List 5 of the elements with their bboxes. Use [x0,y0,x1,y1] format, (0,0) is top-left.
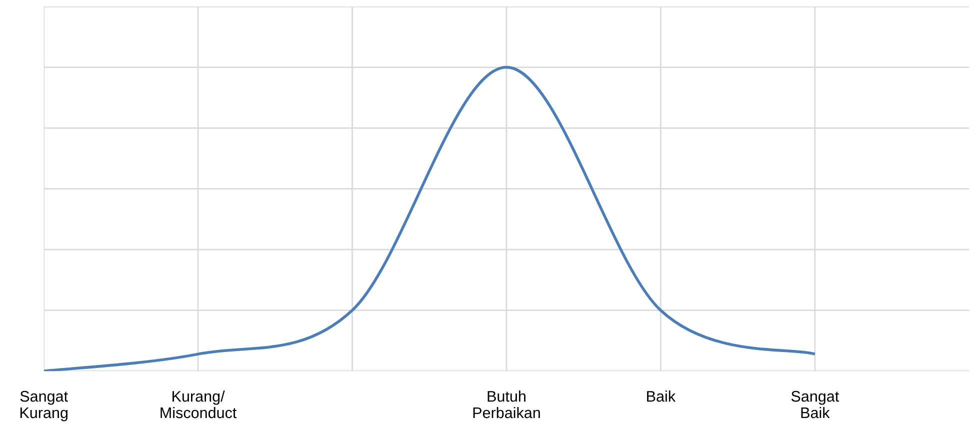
x-tick-label: Sangat Baik [791,390,840,418]
x-tick-label: Sangat Kurang [20,390,68,422]
x-tick-label: Baik [647,390,676,402]
x-tick-label: Butuh Perbaikan [473,390,540,418]
x-tick-label: Kurang/ Misconduct [160,390,237,418]
